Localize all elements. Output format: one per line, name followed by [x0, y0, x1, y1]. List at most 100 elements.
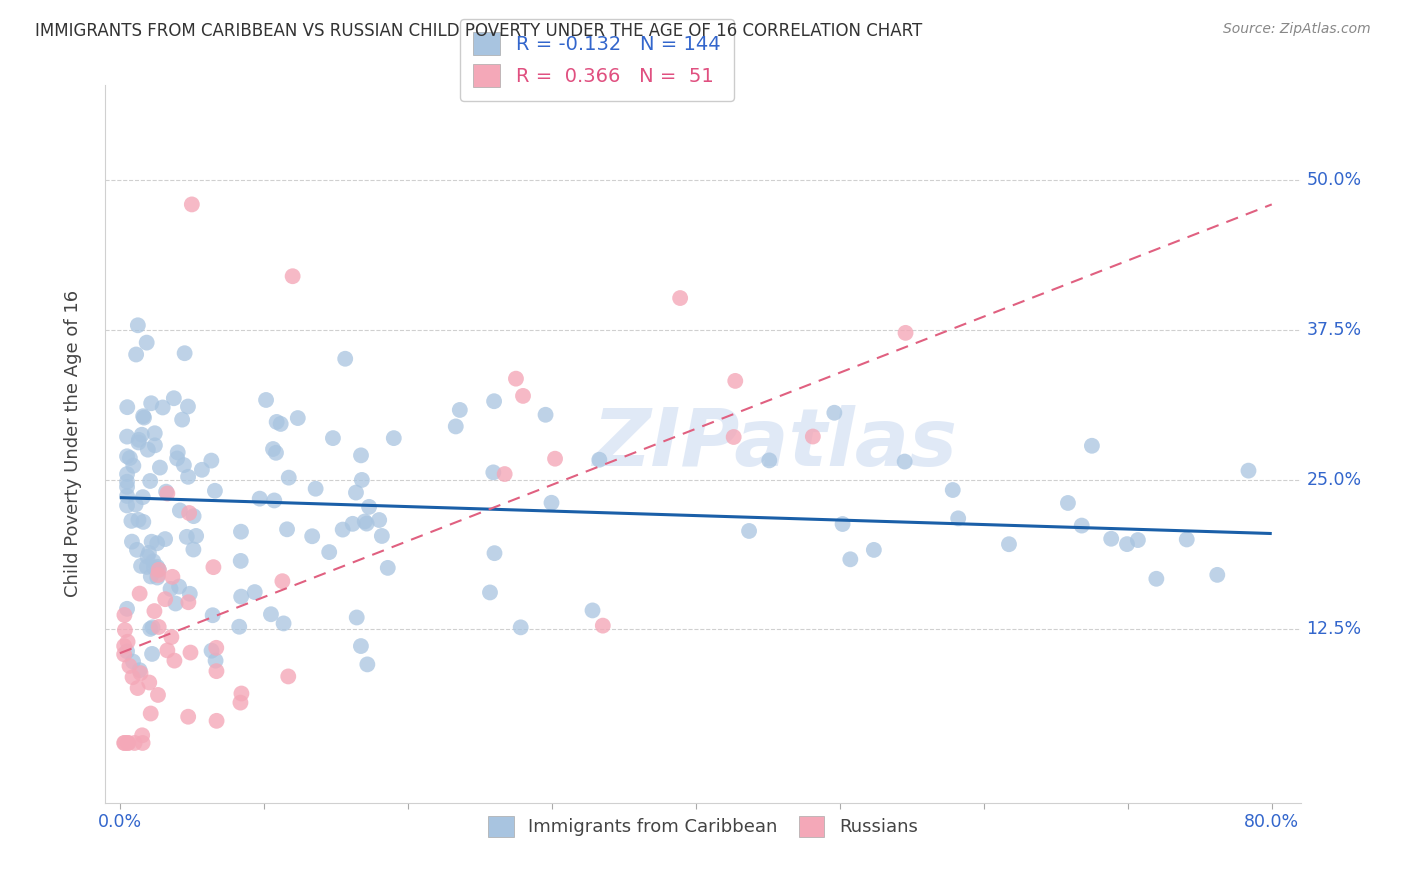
- Point: [204, 483, 226, 498]
- Point: [128, 433, 150, 447]
- Point: [115, 429, 138, 443]
- Point: [114, 736, 136, 750]
- Point: [346, 610, 368, 624]
- Point: [350, 639, 373, 653]
- Point: [121, 534, 143, 549]
- Point: [509, 620, 531, 634]
- Point: [191, 463, 214, 477]
- Point: [117, 736, 139, 750]
- Point: [165, 597, 187, 611]
- Point: [277, 669, 299, 683]
- Point: [1081, 439, 1104, 453]
- Point: [128, 586, 150, 600]
- Point: [998, 537, 1021, 551]
- Point: [129, 666, 152, 681]
- Point: [831, 516, 853, 531]
- Point: [114, 607, 136, 622]
- Point: [505, 372, 527, 386]
- Point: [131, 427, 153, 442]
- Point: [204, 654, 226, 668]
- Point: [146, 688, 169, 702]
- Point: [115, 450, 138, 464]
- Point: [132, 410, 155, 425]
- Point: [184, 529, 207, 543]
- Point: [1206, 567, 1229, 582]
- Point: [359, 500, 381, 514]
- Point: [143, 604, 166, 618]
- Point: [1116, 537, 1139, 551]
- Point: [444, 419, 467, 434]
- Point: [179, 646, 201, 660]
- Point: [135, 560, 157, 574]
- Legend: Immigrants from Caribbean, Russians: Immigrants from Caribbean, Russians: [478, 805, 928, 847]
- Point: [823, 406, 845, 420]
- Point: [114, 623, 136, 637]
- Point: [146, 536, 169, 550]
- Point: [205, 640, 228, 655]
- Point: [353, 515, 375, 529]
- Point: [143, 426, 166, 441]
- Point: [177, 470, 200, 484]
- Point: [162, 570, 184, 584]
- Point: [141, 534, 163, 549]
- Point: [153, 592, 176, 607]
- Point: [120, 514, 142, 528]
- Point: [254, 392, 277, 407]
- Point: [163, 654, 186, 668]
- Point: [148, 563, 170, 577]
- Point: [482, 394, 505, 409]
- Point: [118, 659, 141, 673]
- Point: [166, 451, 188, 466]
- Text: IMMIGRANTS FROM CARIBBEAN VS RUSSIAN CHILD POVERTY UNDER THE AGE OF 16 CORRELATI: IMMIGRANTS FROM CARIBBEAN VS RUSSIAN CHI…: [35, 22, 922, 40]
- Point: [115, 489, 138, 503]
- Point: [163, 391, 186, 405]
- Point: [124, 736, 146, 750]
- Point: [371, 529, 394, 543]
- Point: [127, 435, 149, 450]
- Point: [1144, 572, 1167, 586]
- Text: 12.5%: 12.5%: [1306, 620, 1361, 639]
- Point: [156, 486, 179, 500]
- Point: [183, 509, 205, 524]
- Point: [173, 458, 195, 472]
- Point: [132, 409, 155, 424]
- Point: [271, 574, 294, 589]
- Point: [350, 473, 373, 487]
- Point: [125, 542, 148, 557]
- Point: [839, 552, 862, 566]
- Point: [160, 630, 183, 644]
- Point: [540, 496, 562, 510]
- Point: [138, 675, 160, 690]
- Point: [229, 696, 252, 710]
- Point: [592, 618, 614, 632]
- Point: [117, 736, 139, 750]
- Point: [127, 681, 149, 695]
- Text: 50.0%: 50.0%: [1306, 171, 1361, 189]
- Point: [228, 620, 250, 634]
- Point: [177, 595, 200, 609]
- Point: [1237, 464, 1260, 478]
- Point: [264, 446, 287, 460]
- Point: [801, 429, 824, 443]
- Point: [229, 554, 252, 568]
- Point: [115, 467, 138, 481]
- Point: [494, 467, 516, 481]
- Point: [277, 470, 299, 484]
- Point: [205, 714, 228, 728]
- Point: [115, 480, 138, 494]
- Point: [276, 522, 298, 536]
- Point: [136, 549, 159, 564]
- Point: [1099, 532, 1122, 546]
- Point: [266, 415, 288, 429]
- Point: [143, 438, 166, 452]
- Point: [159, 582, 181, 596]
- Point: [273, 616, 295, 631]
- Text: ZIPatlas: ZIPatlas: [592, 405, 957, 483]
- Point: [948, 511, 970, 525]
- Point: [243, 585, 266, 599]
- Point: [142, 554, 165, 568]
- Point: [669, 291, 692, 305]
- Point: [356, 516, 378, 531]
- Point: [139, 706, 162, 721]
- Point: [205, 664, 228, 678]
